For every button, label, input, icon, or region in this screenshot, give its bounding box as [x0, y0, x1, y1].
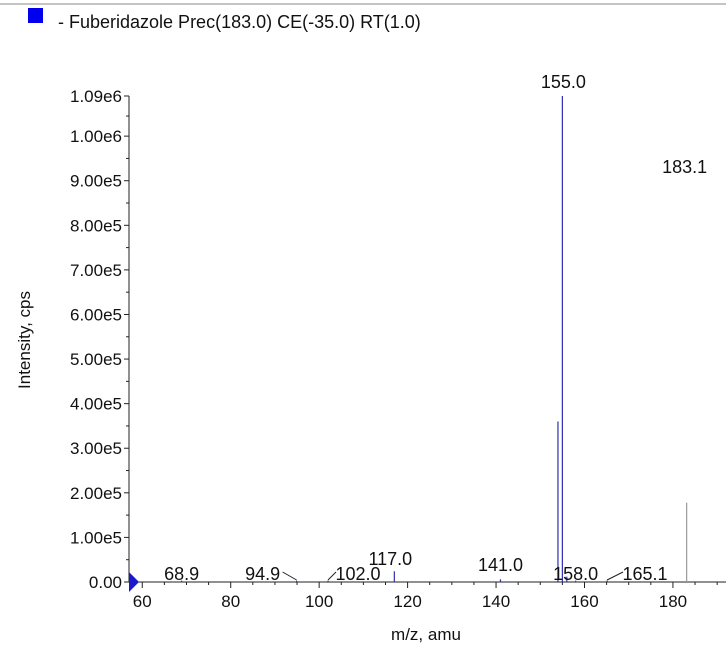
- y-tick-label: 1.00e5: [70, 528, 122, 547]
- peak-label: 183.1: [662, 157, 707, 177]
- x-tick-label: 140: [482, 592, 510, 611]
- y-tick-label: 8.00e5: [70, 216, 122, 235]
- peak-label: 94.9: [245, 564, 280, 584]
- x-tick-label: 120: [393, 592, 421, 611]
- baseline-marker: [129, 572, 139, 592]
- legend-text: - Fuberidazole Prec(183.0) CE(-35.0) RT(…: [58, 12, 421, 32]
- peak-label-leader: [282, 571, 297, 581]
- x-tick-label: 80: [221, 592, 240, 611]
- peak-label: 102.0: [335, 564, 380, 584]
- y-tick-label: 5.00e5: [70, 350, 122, 369]
- x-tick-label: 160: [570, 592, 598, 611]
- y-tick-label: 0.00: [89, 573, 122, 592]
- y-tick-label: 2.00e5: [70, 484, 122, 503]
- y-tick-label: 4.00e5: [70, 395, 122, 414]
- x-tick-label: 180: [659, 592, 687, 611]
- y-tick-label: 6.00e5: [70, 305, 122, 324]
- x-ticks: 60 80 100 120 140 160 180: [133, 582, 718, 611]
- peak-label-leader: [606, 571, 624, 581]
- y-tick-label: 1.00e6: [70, 127, 122, 146]
- peak-label: 165.1: [623, 564, 668, 584]
- peak-label: 117.0: [368, 549, 412, 569]
- y-axis-title: Intensity, cps: [15, 291, 34, 389]
- x-axis-title: m/z, amu: [391, 625, 461, 644]
- y-tick-label: 9.00e5: [70, 172, 122, 191]
- peak-label: 68.9: [164, 564, 199, 584]
- peak-label-leader: [327, 571, 337, 581]
- legend-marker: [28, 8, 43, 23]
- peak-label: 141.0: [478, 555, 523, 575]
- y-ticks: 0.00 1.00e5 2.00e5 3.00e5 4.00e5 5.00e5 6.00e5…: [70, 87, 129, 592]
- peak-label: 158.0: [553, 564, 598, 584]
- peak-lines: [181, 96, 688, 582]
- y-tick-label: 7.00e5: [70, 261, 122, 280]
- y-tick-label: 3.00e5: [70, 439, 122, 458]
- x-tick-label: 100: [305, 592, 333, 611]
- y-tick-label: 1.09e6: [70, 87, 122, 106]
- x-tick-label: 60: [133, 592, 152, 611]
- peak-label: 155.0: [541, 72, 586, 92]
